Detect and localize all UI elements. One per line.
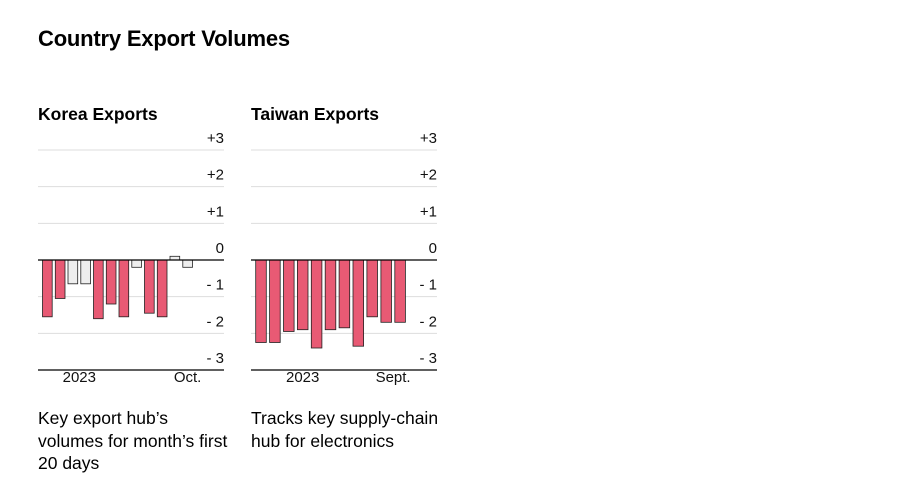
korea-bar <box>105 259 117 305</box>
korea-y-tick-label: +2 <box>207 167 224 184</box>
taiwan-y-tick-label: - 2 <box>419 313 437 330</box>
taiwan-bar <box>394 259 406 323</box>
taiwan-bar <box>269 259 281 343</box>
taiwan-bar <box>297 259 309 331</box>
taiwan-panel: Taiwan Exports +3 +2 +1 0 - 1 - 2 - 3 2023 Sept.… <box>251 104 451 484</box>
taiwan-bar <box>338 259 351 329</box>
korea-chart: +3 +2 +1 0 - 1 - 2 - 3 2023 Oct. <box>38 130 224 386</box>
korea-bar <box>67 259 79 285</box>
korea-panel: Korea Exports +3 +2 +1 0 - 1 - 2 - 3 2023 Oct. K… <box>38 104 238 484</box>
taiwan-y-tick-label: +1 <box>420 203 437 220</box>
korea-bar <box>42 259 53 318</box>
taiwan-x-label: 2023 <box>286 369 319 386</box>
korea-bar <box>144 259 155 314</box>
korea-y-tick-label: 0 <box>216 240 224 257</box>
korea-y-tick-label: - 2 <box>206 313 224 330</box>
taiwan-y-tick-label: +2 <box>420 167 437 184</box>
korea-chart-title: Korea Exports <box>38 104 158 124</box>
korea-bar <box>156 259 168 318</box>
taiwan-chart-title: Taiwan Exports <box>251 104 380 124</box>
korea-y-tick-label: - 3 <box>206 350 224 367</box>
korea-bar <box>54 259 66 299</box>
taiwan-y-tick-label: - 3 <box>419 350 437 367</box>
taiwan-y-tick-label: 0 <box>429 240 437 257</box>
taiwan-bar <box>366 259 378 318</box>
taiwan-bar <box>352 259 365 347</box>
korea-x-label: 2023 <box>63 369 96 386</box>
taiwan-bar <box>310 259 323 349</box>
taiwan-bar <box>283 259 295 332</box>
korea-bar <box>182 259 193 268</box>
taiwan-y-tick-label: - 1 <box>419 277 437 294</box>
taiwan-chart: +3 +2 +1 0 - 1 - 2 - 3 2023 Sept. <box>251 130 437 386</box>
taiwan-bar <box>255 259 267 343</box>
korea-x-label: Oct. <box>174 369 202 386</box>
taiwan-bar <box>380 259 392 323</box>
taiwan-bar <box>324 259 337 331</box>
korea-y-tick-label: - 1 <box>206 277 224 294</box>
korea-bar <box>93 259 104 320</box>
korea-bar <box>131 259 142 268</box>
korea-description: Key export hub’s volumes for month’s fir… <box>38 408 228 473</box>
taiwan-description: Tracks key supply-chain hub for electron… <box>251 408 439 451</box>
korea-bar <box>118 259 130 318</box>
korea-y-tick-label: +1 <box>207 203 224 220</box>
taiwan-x-label: Sept. <box>376 369 411 386</box>
page-title: Country Export Volumes <box>38 26 290 51</box>
korea-bar <box>80 259 91 285</box>
taiwan-y-tick-label: +3 <box>420 130 437 147</box>
korea-y-tick-label: +3 <box>207 130 224 147</box>
